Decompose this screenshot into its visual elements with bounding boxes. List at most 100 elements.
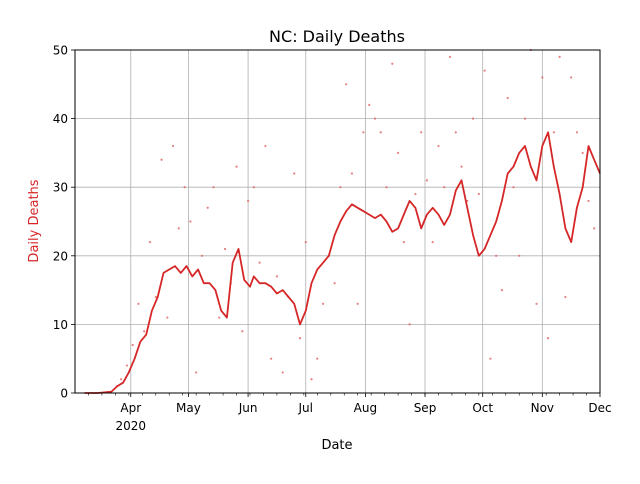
y-tick-label: 30 xyxy=(53,181,68,195)
x-tick-label: Dec xyxy=(588,401,611,415)
data-point xyxy=(258,261,261,264)
data-point xyxy=(316,357,319,360)
data-point xyxy=(275,275,279,278)
data-point xyxy=(420,131,423,134)
data-point xyxy=(500,289,504,292)
plot-background xyxy=(75,50,600,393)
data-point xyxy=(414,192,417,196)
data-point xyxy=(246,199,250,203)
data-point xyxy=(385,186,388,189)
data-point xyxy=(425,179,429,182)
data-point xyxy=(558,55,561,58)
data-point xyxy=(471,117,475,120)
data-point xyxy=(195,371,198,374)
data-point xyxy=(495,254,498,257)
data-point xyxy=(241,330,244,333)
data-point xyxy=(235,165,238,168)
data-point xyxy=(356,302,359,305)
data-point xyxy=(200,254,204,257)
data-point xyxy=(448,55,452,58)
data-point xyxy=(443,186,446,189)
x-tick-label: May xyxy=(176,401,201,415)
data-point xyxy=(125,364,129,367)
data-point xyxy=(143,330,146,333)
data-point xyxy=(379,131,382,134)
data-point xyxy=(570,76,573,79)
data-point xyxy=(373,117,377,120)
y-tick-label: 50 xyxy=(53,44,68,58)
x-tick-sublabel: 2020 xyxy=(115,419,146,433)
data-point xyxy=(593,227,596,230)
data-point xyxy=(512,186,515,189)
y-axis-label: Daily Deaths xyxy=(27,179,42,262)
data-point xyxy=(270,357,273,360)
data-point xyxy=(345,83,348,86)
data-point xyxy=(391,62,394,65)
data-point xyxy=(212,186,215,189)
x-tick-label: Jun xyxy=(238,401,258,415)
data-point xyxy=(408,323,411,326)
x-axis-label: Date xyxy=(321,438,352,453)
data-point xyxy=(310,378,313,381)
data-point xyxy=(350,172,354,175)
data-point xyxy=(581,151,584,154)
data-point xyxy=(293,172,296,175)
data-point xyxy=(252,186,255,189)
data-point xyxy=(552,131,555,134)
data-point xyxy=(402,240,405,244)
data-point xyxy=(281,371,284,374)
data-point xyxy=(148,240,152,244)
data-point xyxy=(564,295,567,299)
data-point xyxy=(183,186,186,189)
data-point xyxy=(189,220,192,223)
data-point xyxy=(137,302,140,305)
data-point xyxy=(362,131,365,134)
data-point xyxy=(454,131,457,134)
data-point xyxy=(339,186,342,189)
data-point xyxy=(171,144,175,148)
series-line xyxy=(84,131,601,394)
data-point xyxy=(431,240,434,244)
data-point xyxy=(523,117,527,120)
average-line xyxy=(84,131,601,394)
data-point xyxy=(396,151,400,154)
data-point xyxy=(587,199,590,203)
data-point xyxy=(546,337,550,340)
daily-points xyxy=(116,48,596,388)
plot-frame xyxy=(74,49,601,394)
data-point xyxy=(368,103,371,106)
x-tick-label: Oct xyxy=(472,401,493,415)
x-tick-label: Sep xyxy=(414,401,437,415)
y-tick-label: 0 xyxy=(60,387,68,401)
data-point xyxy=(489,357,492,360)
data-point xyxy=(154,295,157,299)
data-point xyxy=(131,343,134,347)
data-point xyxy=(321,302,325,305)
data-point xyxy=(437,144,440,148)
x-tick-label: Nov xyxy=(531,401,554,415)
data-point xyxy=(506,96,509,100)
data-point xyxy=(460,165,463,168)
data-point xyxy=(483,69,486,72)
data-point xyxy=(477,192,480,196)
data-point xyxy=(541,76,544,79)
data-point xyxy=(120,378,123,381)
data-point xyxy=(333,282,336,285)
data-point xyxy=(518,254,521,257)
x-tick-label: Jul xyxy=(298,401,313,415)
data-point xyxy=(304,240,307,244)
data-point xyxy=(535,302,538,305)
data-point xyxy=(218,316,221,319)
data-point xyxy=(206,206,209,209)
y-tick-label: 10 xyxy=(53,318,68,332)
x-tick-label: Aug xyxy=(354,401,377,415)
data-point xyxy=(575,131,579,134)
data-point xyxy=(160,158,163,161)
data-point xyxy=(298,337,302,340)
data-point xyxy=(264,144,267,148)
y-tick-label: 40 xyxy=(53,112,68,126)
x-tick-label: Apr xyxy=(120,401,141,415)
chart-title: NC: Daily Deaths xyxy=(269,27,405,46)
